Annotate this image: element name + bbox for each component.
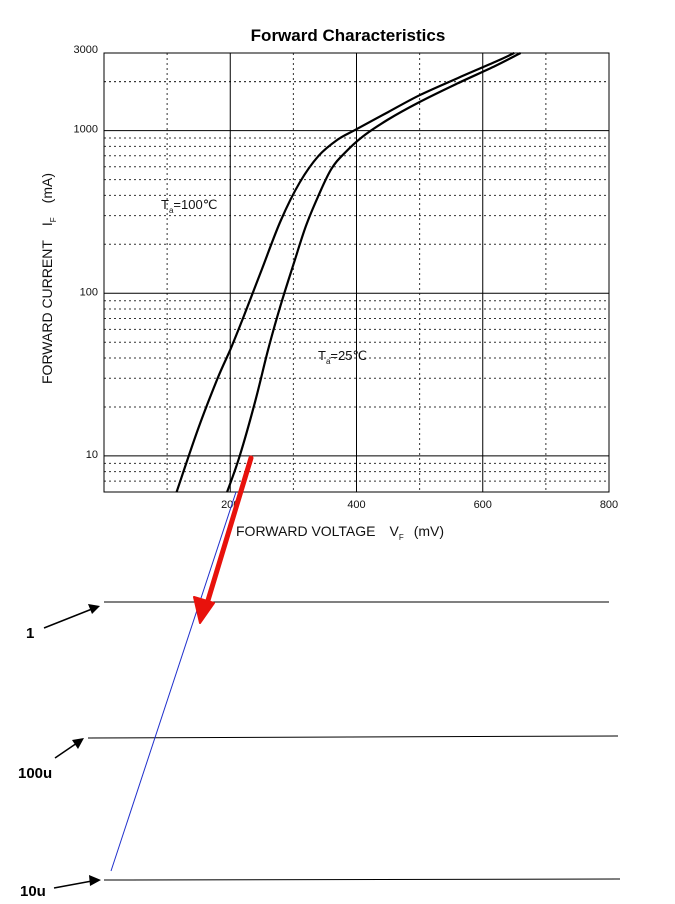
y-axis-label: FORWARD CURRENTIF(mA) [39, 173, 58, 384]
minor-grid [104, 53, 609, 492]
level-label-10u: 10u [20, 883, 46, 900]
red-arrow-icon [193, 455, 254, 624]
level-label-100u: 100u [18, 765, 52, 782]
y-tick-labels: 10 100 1000 3000 [74, 44, 98, 461]
arrow-icon-level-1 [43, 604, 100, 629]
y-tick-label: 100 [80, 286, 98, 298]
series-label-100c: Ta=100℃ [161, 197, 217, 215]
y-tick-label: 3000 [74, 44, 98, 56]
level-label-1: 1 [26, 625, 34, 642]
x-tick-label: 600 [474, 499, 492, 511]
chart-title: Forward Characteristics [251, 26, 446, 45]
y-tick-label: 1000 [74, 124, 98, 136]
arrow-icon-level-100u [54, 738, 84, 759]
x-axis-label: FORWARD VOLTAGE VF (mV) [236, 523, 444, 542]
series-layer [175, 52, 522, 493]
series-line-25c [226, 52, 522, 493]
series-label-25c: Ta=25℃ [318, 348, 367, 366]
x-tick-label: 400 [347, 499, 365, 511]
arrow-icon-level-10u [53, 875, 101, 889]
major-grid [104, 53, 609, 492]
y-tick-label: 10 [86, 449, 98, 461]
extrapolation-line [110, 491, 237, 872]
plot-frame [103, 52, 610, 493]
level-line-100u [87, 735, 619, 739]
series-line-100c [175, 52, 515, 493]
x-tick-labels: 200 400 600 800 [221, 499, 618, 511]
x-tick-label: 800 [600, 499, 618, 511]
level-line-10u [103, 878, 621, 881]
